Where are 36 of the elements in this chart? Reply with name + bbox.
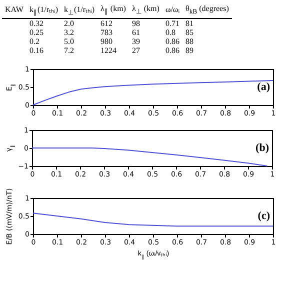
text: 783 [100,28,113,37]
text: 0.2 [29,36,40,46]
category-label: ω/ωᵢ [162,2,182,18]
annotation: (b) [256,142,270,154]
text: 89 [186,46,194,55]
text: 0.25 [29,28,44,37]
text: 98 [132,18,140,28]
category-label: θ$_{kB}$ (degrees) [182,2,232,18]
line-series [32,80,274,106]
text: 81 [186,18,194,28]
category-label: λ$_{⊥}$ (km) [128,2,162,18]
text: 0.86 [165,36,180,46]
text: 85 [186,28,194,37]
text: 61 [132,28,140,37]
text: 5.0 [64,36,74,46]
text: 7.2 [64,46,74,55]
annotation: (a) [257,80,270,93]
line-series [32,212,274,226]
category-label: k$_{∥}$(1/rₜₕᵢ) [26,2,61,18]
text: 3.2 [64,28,74,37]
text: 2.0 [64,18,74,28]
category-label: KAW [2,2,26,18]
text: 0.32 [29,18,44,28]
annotation: (c) [258,210,270,222]
category-label: λ$_{∥}$ (km) [98,2,129,18]
text: 0.16 [29,46,44,55]
text: 27 [132,46,140,55]
text: 612 [100,18,113,28]
category-label: k$_{⊥}$(1/rₜₕᵢ) [61,2,98,18]
text: 88 [186,36,194,46]
text: 0.8 [165,28,176,37]
text: 0.71 [165,18,180,28]
text: 980 [100,36,113,46]
text: 1224 [100,46,117,55]
text: 39 [132,36,140,46]
text: 0.86 [165,46,180,55]
